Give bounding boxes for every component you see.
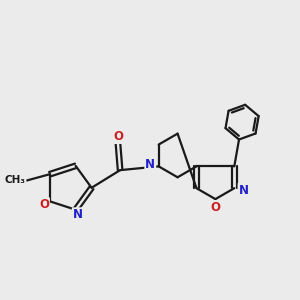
- Text: CH₃: CH₃: [4, 176, 26, 185]
- Text: O: O: [39, 198, 49, 211]
- Text: O: O: [210, 201, 220, 214]
- Text: O: O: [113, 130, 123, 143]
- Text: N: N: [145, 158, 155, 171]
- Text: N: N: [73, 208, 83, 221]
- Text: N: N: [238, 184, 248, 197]
